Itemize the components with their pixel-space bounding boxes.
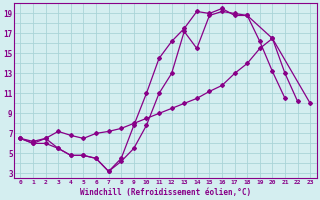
X-axis label: Windchill (Refroidissement éolien,°C): Windchill (Refroidissement éolien,°C)	[80, 188, 251, 197]
